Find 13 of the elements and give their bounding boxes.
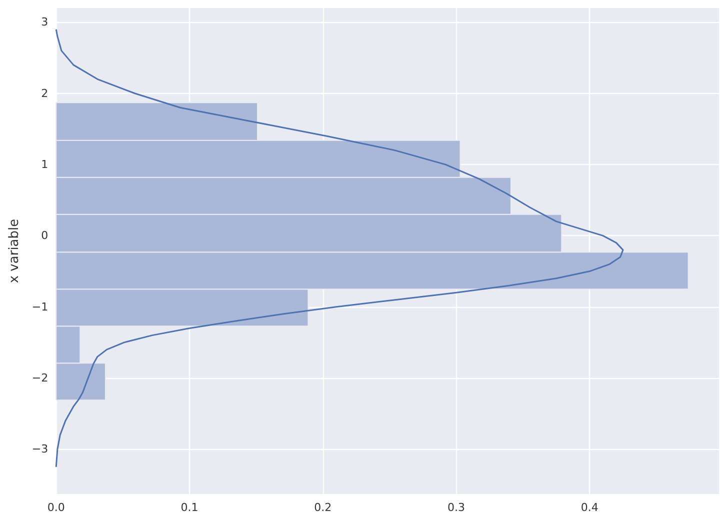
y-tick-label: 0 bbox=[41, 229, 48, 242]
y-tick-label: 2 bbox=[41, 86, 48, 100]
y-tick-label: 1 bbox=[41, 158, 48, 172]
x-tick-label: 0.2 bbox=[314, 501, 332, 514]
x-tick-label: 0.1 bbox=[180, 501, 198, 514]
y-tick-label: −3 bbox=[32, 442, 48, 456]
y-tick-label: −1 bbox=[32, 300, 48, 314]
x-tick-label: 0.4 bbox=[580, 501, 598, 514]
y-tick-label: −2 bbox=[32, 372, 48, 385]
x-tick-label: 0.3 bbox=[447, 501, 465, 514]
y-axis-title: x variable bbox=[7, 218, 22, 284]
y-tick-label: 3 bbox=[41, 16, 48, 29]
x-tick-label: 0.0 bbox=[47, 501, 65, 514]
